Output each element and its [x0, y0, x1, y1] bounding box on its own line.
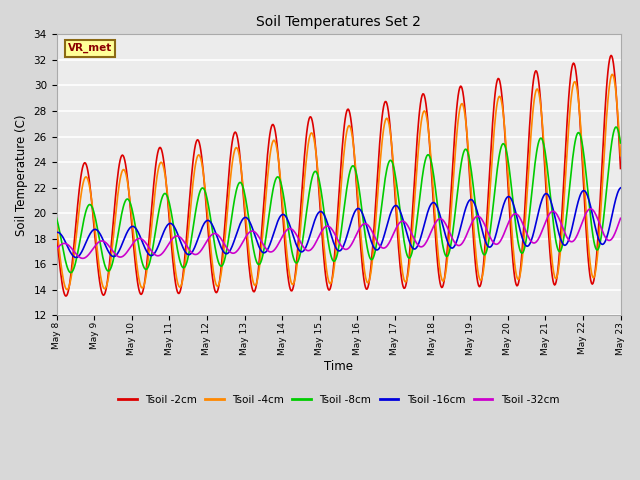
Y-axis label: Soil Temperature (C): Soil Temperature (C) — [15, 114, 28, 236]
X-axis label: Time: Time — [324, 360, 353, 373]
Text: VR_met: VR_met — [68, 43, 112, 53]
Legend: Tsoil -2cm, Tsoil -4cm, Tsoil -8cm, Tsoil -16cm, Tsoil -32cm: Tsoil -2cm, Tsoil -4cm, Tsoil -8cm, Tsoi… — [114, 391, 563, 409]
Title: Soil Temperatures Set 2: Soil Temperatures Set 2 — [256, 15, 421, 29]
